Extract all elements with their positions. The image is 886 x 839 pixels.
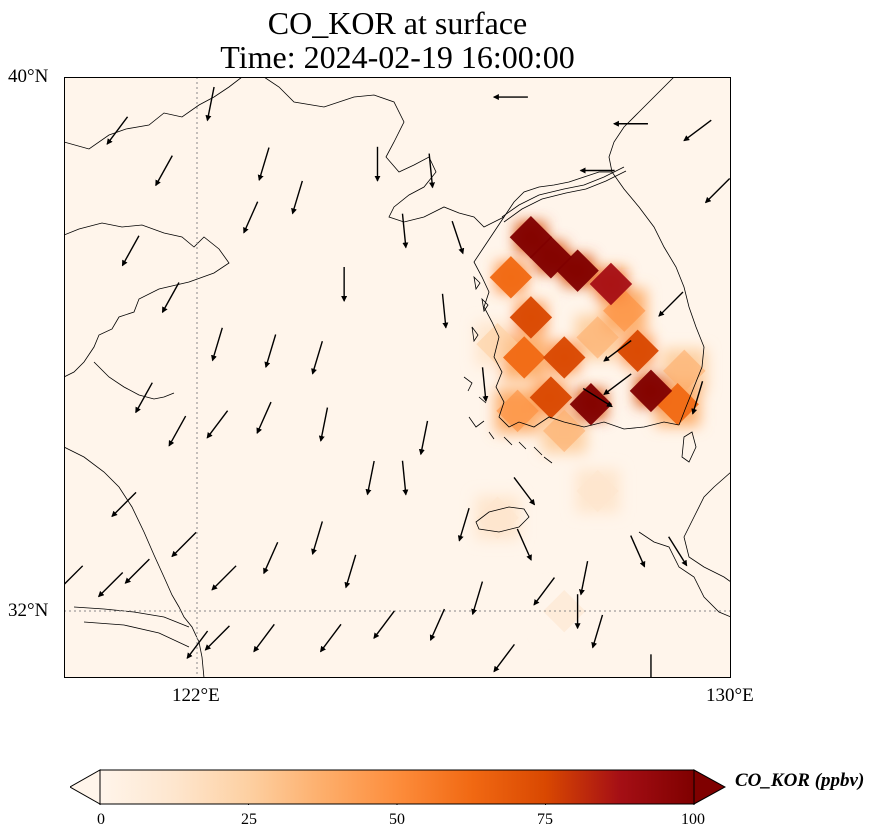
wind-arrow: [135, 382, 153, 414]
colorbar: [70, 769, 726, 805]
wind-arrow: [493, 643, 515, 673]
field-cell: [556, 249, 599, 292]
wind-arrow: [211, 565, 237, 591]
colorbar-tick-75: 75: [537, 811, 553, 828]
wind-arrow: [630, 535, 646, 568]
lat-label-40N: 40°N: [8, 66, 49, 87]
wind-arrow: [704, 178, 731, 204]
coastline-kyushu: [683, 471, 731, 583]
wind-arrow: [318, 407, 329, 442]
map-time: Time: 2024-02-19 16:00:00: [220, 39, 575, 75]
wind-arrow: [418, 420, 429, 456]
gridlines: [64, 77, 731, 678]
wind-arrow: [582, 387, 613, 408]
wind-arrow: [186, 630, 209, 660]
coastline-yangtze-estuary: [73, 606, 190, 648]
wind-arrow: [471, 581, 484, 616]
wind-arrow: [124, 558, 150, 584]
wind-arrow: [291, 180, 304, 215]
wind-arrow: [97, 571, 124, 598]
wind-arrow: [121, 235, 140, 267]
colorbar-tick-50: 50: [389, 811, 405, 828]
wind-arrow: [106, 116, 129, 145]
field-cell: [576, 316, 619, 359]
wind-arrow: [429, 608, 446, 642]
wind-arrow: [457, 507, 470, 542]
wind-arrow: [668, 536, 688, 567]
wind-arrow: [155, 155, 173, 187]
concentration-field: [475, 216, 707, 634]
colorbar-gradient: [99, 769, 695, 805]
coastline-korea-east: [608, 77, 705, 426]
wind-arrow: [691, 381, 704, 415]
wind-arrow: [168, 415, 187, 447]
wind-arrow: [533, 577, 556, 606]
wind-arrow: [683, 119, 712, 142]
map-frame: [64, 77, 731, 678]
field-cell: [503, 336, 546, 379]
wind-arrow: [401, 213, 409, 249]
islands-west-coast: [471, 275, 489, 343]
wind-arrow: [206, 410, 229, 439]
wind-arrow: [451, 220, 465, 255]
colorbar-tick-100: 100: [681, 811, 705, 828]
colorbar-tick-25: 25: [241, 811, 257, 828]
wind-arrow: [171, 531, 197, 558]
coastline-shandong: [93, 361, 175, 400]
coastline-korea-west: [473, 216, 680, 430]
colorbar-ticks: [99, 804, 695, 805]
wind-arrow: [401, 460, 409, 496]
coastline-kyushu-south: [638, 531, 731, 618]
wind-arrow: [320, 623, 342, 653]
colorbar-tick-0: 0: [97, 811, 105, 828]
wind-arrow: [311, 340, 324, 375]
wind-arrow: [578, 561, 589, 596]
wind-arrow: [257, 147, 270, 182]
field-cell: [509, 216, 553, 259]
wind-vectors: [64, 86, 731, 678]
wind-arrow: [256, 401, 272, 435]
wind-arrow: [205, 86, 215, 122]
wind-arrow: [365, 460, 375, 496]
lon-label-122E: 122°E: [172, 685, 220, 706]
wind-arrow: [111, 491, 137, 518]
wind-arrow: [603, 340, 632, 362]
colorbar-label: CO_KOR (ppbv): [735, 770, 865, 791]
wind-arrow: [243, 201, 259, 234]
coastline-north-korea-west: [263, 77, 505, 228]
wind-arrow: [311, 521, 324, 556]
wind-arrow: [253, 623, 275, 653]
wind-arrow: [603, 373, 632, 395]
wind-arrow: [161, 282, 180, 314]
map-background: [64, 77, 731, 678]
lon-label-130E: 130°E: [706, 685, 754, 706]
coastline-liaodong: [64, 77, 243, 150]
field-cell: [509, 296, 553, 339]
colorbar-min-extension: [70, 769, 101, 805]
wind-arrow: [441, 293, 449, 329]
wind-arrow: [658, 291, 684, 317]
field-cell: [529, 376, 573, 419]
map-title: CO_KOR at surface: [267, 5, 528, 41]
wind-arrow: [481, 367, 489, 403]
wind-arrow: [64, 565, 84, 591]
wind-arrow: [211, 327, 223, 362]
colorbar-max-extension: [693, 769, 726, 805]
wind-arrow: [344, 554, 357, 589]
wind-arrow: [591, 614, 604, 649]
wind-arrow: [513, 477, 536, 506]
coastline-jeju: [475, 506, 530, 533]
wind-arrow: [373, 610, 395, 639]
wind-arrow: [516, 528, 532, 561]
wind-arrow: [263, 541, 279, 575]
map-panel: [64, 77, 731, 678]
wind-arrow: [264, 334, 277, 369]
wind-arrow: [204, 625, 230, 651]
wind-arrow: [428, 153, 436, 189]
coastline-tsushima: [681, 431, 697, 463]
border-dmz: [501, 166, 627, 223]
coastline-north-china: [64, 222, 230, 378]
lat-label-32N: 32°N: [8, 600, 49, 621]
coastline-north-korea-east: [503, 171, 612, 218]
